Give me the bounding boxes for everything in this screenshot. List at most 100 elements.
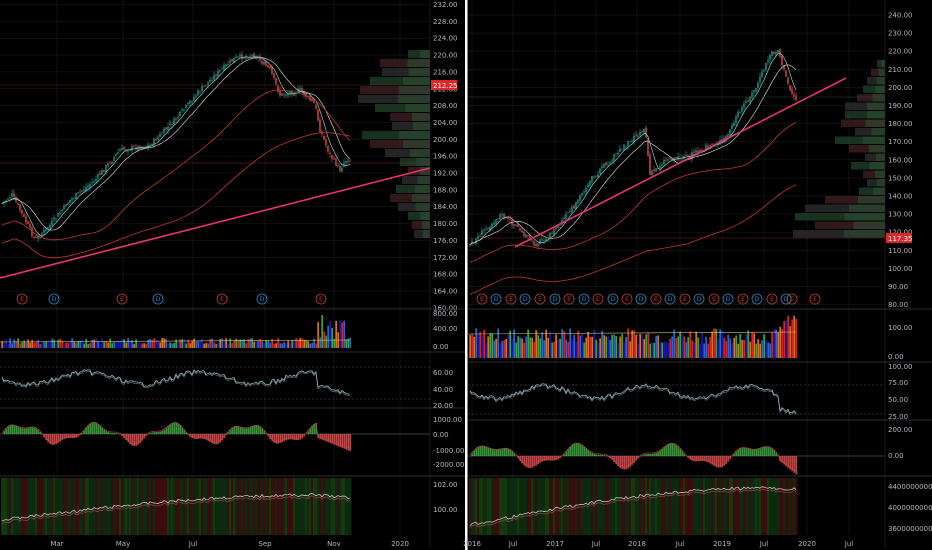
l-time-tick: May bbox=[116, 540, 130, 548]
event-marker-earnings[interactable] bbox=[563, 293, 575, 305]
candle bbox=[757, 82, 759, 88]
candle bbox=[721, 139, 723, 142]
candle bbox=[173, 118, 175, 125]
left-macd-pane[interactable]: 1000.00 0.00 -1000.00 -2000.00 bbox=[0, 416, 464, 469]
r-time-tick: Jul bbox=[675, 540, 685, 548]
right-trendline[interactable] bbox=[514, 77, 847, 248]
candle bbox=[203, 85, 205, 87]
candle bbox=[603, 163, 605, 168]
l-bottom-tick: 102.00 bbox=[433, 481, 458, 489]
left-rsi-pane[interactable]: 60.00 40.00 20.00 bbox=[0, 366, 453, 410]
event-marker-earnings[interactable] bbox=[534, 293, 546, 305]
event-marker-label: E bbox=[509, 296, 513, 303]
candle bbox=[73, 197, 75, 199]
event-marker-dividend[interactable] bbox=[780, 293, 792, 305]
event-marker-dividend[interactable] bbox=[549, 293, 561, 305]
candle bbox=[609, 161, 611, 164]
right-price-axis[interactable]: 240.00 230.00 220.00 210.00 200.00 190.00 180.… bbox=[888, 12, 913, 310]
candle bbox=[605, 162, 607, 166]
candle bbox=[257, 57, 259, 59]
right-rsi-pane[interactable]: 100.00 75.00 50.00 25.00 bbox=[468, 363, 913, 421]
event-marker-earnings[interactable] bbox=[16, 293, 28, 305]
l-price-tick: 208.00 bbox=[433, 102, 458, 110]
candle bbox=[141, 146, 143, 150]
event-marker-earnings[interactable] bbox=[679, 293, 691, 305]
r-price-tick: 150.00 bbox=[888, 174, 913, 182]
event-marker-label: D bbox=[639, 296, 644, 303]
candle bbox=[47, 227, 49, 229]
r-time-tick: 2020 bbox=[798, 540, 816, 548]
candle bbox=[275, 77, 277, 85]
l-rsi-tick: 40.00 bbox=[433, 386, 453, 394]
candle bbox=[79, 191, 81, 193]
event-marker-dividend[interactable] bbox=[664, 293, 676, 305]
candle bbox=[63, 205, 65, 210]
candle bbox=[67, 203, 69, 206]
candle bbox=[785, 70, 787, 77]
right-macd-pane[interactable]: 200.00 0.00 bbox=[468, 426, 913, 475]
event-marker-dividend[interactable] bbox=[256, 293, 268, 305]
candle bbox=[777, 49, 779, 54]
event-marker-earnings[interactable] bbox=[766, 293, 778, 305]
event-marker-dividend[interactable] bbox=[607, 293, 619, 305]
right-time-axis[interactable]: 2016 Jul 2017 Jul 2018 Jul 2019 Jul 2020 Jul bbox=[463, 540, 853, 548]
right-candles[interactable] bbox=[469, 47, 797, 250]
left-bottom-pane[interactable]: 102.00 100.00 bbox=[0, 478, 458, 535]
candle bbox=[643, 129, 645, 133]
right-volume-pane[interactable]: 100.00 0.00 bbox=[467, 315, 913, 361]
event-marker-dividend[interactable] bbox=[48, 293, 60, 305]
candle bbox=[81, 190, 83, 192]
candle bbox=[537, 243, 539, 247]
candle bbox=[159, 133, 161, 137]
l-price-tick: 192.00 bbox=[433, 170, 458, 178]
event-marker-earnings[interactable] bbox=[116, 293, 128, 305]
event-marker-earnings[interactable] bbox=[216, 293, 228, 305]
left-time-axis[interactable]: Mar May Jul Sep Nov 2020 bbox=[50, 540, 409, 548]
event-marker-dividend[interactable] bbox=[490, 293, 502, 305]
event-marker-earnings[interactable] bbox=[592, 293, 604, 305]
event-marker-earnings[interactable] bbox=[621, 293, 633, 305]
candle bbox=[25, 216, 27, 223]
event-marker-dividend[interactable] bbox=[152, 293, 164, 305]
event-marker-earnings[interactable] bbox=[708, 293, 720, 305]
candle bbox=[517, 224, 519, 227]
candle bbox=[7, 199, 9, 200]
event-marker-earnings[interactable] bbox=[315, 293, 327, 305]
candle bbox=[93, 181, 95, 183]
layout-divider[interactable] bbox=[465, 0, 468, 550]
event-marker-dividend[interactable] bbox=[722, 293, 734, 305]
event-marker-dividend[interactable] bbox=[751, 293, 763, 305]
l-time-tick: Mar bbox=[50, 540, 63, 548]
candle bbox=[343, 162, 345, 167]
l-price-tick: 176.00 bbox=[433, 237, 458, 245]
event-marker-earnings[interactable] bbox=[505, 293, 517, 305]
l-price-tick: 224.00 bbox=[433, 35, 458, 43]
event-marker-earnings[interactable] bbox=[737, 293, 749, 305]
candle bbox=[495, 219, 497, 224]
candle bbox=[289, 91, 291, 95]
r-time-tick: 2018 bbox=[628, 540, 646, 548]
candle bbox=[231, 58, 233, 62]
left-volume-pane[interactable]: 800.00 400.00 0.00 bbox=[0, 310, 458, 351]
event-marker-dividend[interactable] bbox=[519, 293, 531, 305]
left-chart[interactable]: E D E D E D E 232.00 228.00 224.00 220.00 216.00 21… bbox=[0, 0, 465, 548]
left-trendline[interactable] bbox=[0, 167, 431, 279]
r-macd-tick: 200.00 bbox=[888, 426, 913, 434]
right-bottom-pane[interactable]: 4400000000.00 4000000000.00 3600000000.00 bbox=[468, 478, 932, 535]
event-marker-earnings[interactable] bbox=[786, 293, 798, 305]
event-marker-dividend[interactable] bbox=[635, 293, 647, 305]
event-marker-earnings[interactable] bbox=[809, 293, 821, 305]
candle bbox=[129, 149, 131, 151]
event-marker-earnings[interactable] bbox=[650, 293, 662, 305]
candle bbox=[75, 193, 77, 200]
event-marker-label: E bbox=[683, 296, 687, 303]
candle bbox=[615, 153, 617, 154]
event-marker-earnings[interactable] bbox=[476, 293, 488, 305]
candle bbox=[753, 90, 755, 93]
event-marker-dividend[interactable] bbox=[578, 293, 590, 305]
candle bbox=[493, 222, 495, 225]
event-marker-dividend[interactable] bbox=[693, 293, 705, 305]
